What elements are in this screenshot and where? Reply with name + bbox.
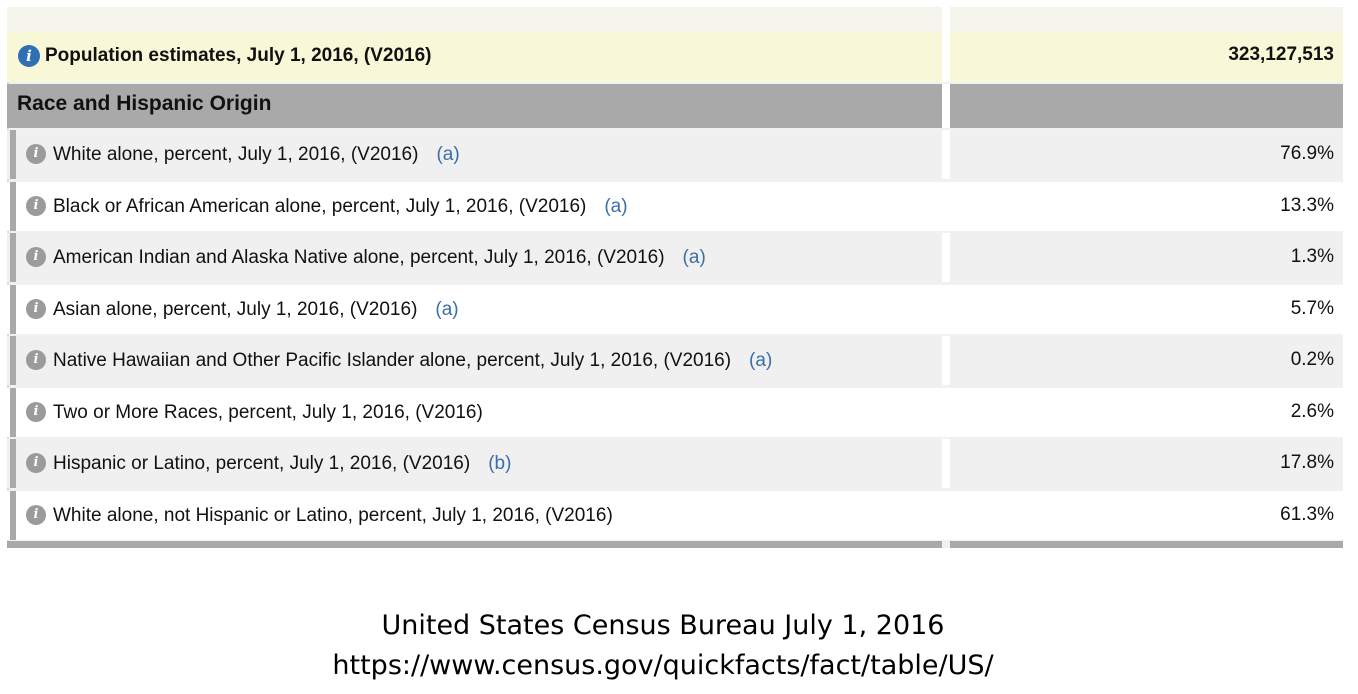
row-value: 76.9% xyxy=(1280,143,1334,164)
row-value: 5.7% xyxy=(1290,298,1334,319)
row-value: 2.6% xyxy=(1290,401,1334,422)
footnote-link[interactable]: (a) xyxy=(604,196,628,217)
row-label: White alone, percent, July 1, 2016, (V20… xyxy=(53,144,419,165)
table-row: i American Indian and Alaska Native alone… xyxy=(7,233,1343,282)
row-value: 61.3% xyxy=(1280,504,1334,525)
row-value: 0.2% xyxy=(1290,349,1334,370)
info-icon[interactable]: i xyxy=(26,350,46,370)
caption-source: United States Census Bureau July 1, 2016 xyxy=(381,610,945,641)
row-label: Two or More Races, percent, July 1, 2016… xyxy=(53,402,483,423)
row-label: White alone, not Hispanic or Latino, per… xyxy=(53,505,613,526)
table-row: i White alone, percent, July 1, 2016, (V2… xyxy=(7,130,1343,179)
row-value: 17.8% xyxy=(1280,452,1334,473)
population-value: 323,127,513 xyxy=(1228,44,1334,65)
info-icon[interactable]: i xyxy=(26,144,46,164)
table-row: i Asian alone, percent, July 1, 2016, (V2… xyxy=(7,285,1343,334)
footnote-link[interactable]: (a) xyxy=(435,299,459,320)
table-row: i Two or More Races, percent, July 1, 201… xyxy=(7,388,1343,437)
table-bottom-border xyxy=(7,541,942,548)
table-row: i White alone, not Hispanic or Latino, pe… xyxy=(7,491,1343,540)
row-value: 1.3% xyxy=(1290,246,1334,267)
population-value-cell: 323,127,513 xyxy=(950,32,1343,82)
footnote-link[interactable]: (a) xyxy=(436,144,460,165)
caption-url: https://www.census.gov/quickfacts/fact/t… xyxy=(332,650,994,681)
population-label-cell: i Population estimates, July 1, 2016, (V… xyxy=(7,32,942,82)
info-icon[interactable]: i xyxy=(26,299,46,319)
table-row: i Hispanic or Latino, percent, July 1, 20… xyxy=(7,439,1343,488)
row-label: Native Hawaiian and Other Pacific Island… xyxy=(53,350,732,371)
row-indent-bar xyxy=(10,491,16,540)
row-indent-bar xyxy=(10,233,16,282)
footnote-link[interactable]: (a) xyxy=(682,247,706,268)
footnote-link[interactable]: (a) xyxy=(749,350,773,371)
row-indent-bar xyxy=(10,130,16,179)
table-bottom-border xyxy=(950,541,1343,548)
row-label: American Indian and Alaska Native alone,… xyxy=(53,247,665,268)
info-icon[interactable]: i xyxy=(26,453,46,473)
footnote-link[interactable]: (b) xyxy=(488,453,512,474)
section-header: Race and Hispanic Origin xyxy=(7,84,1343,128)
row-indent-bar xyxy=(10,182,16,231)
row-label: Black or African American alone, percent… xyxy=(53,196,587,217)
info-icon[interactable]: i xyxy=(26,196,46,216)
row-label: Hispanic or Latino, percent, July 1, 201… xyxy=(53,453,471,474)
row-indent-bar xyxy=(10,439,16,488)
table-row: i Black or African American alone, percen… xyxy=(7,182,1343,231)
population-label: Population estimates, July 1, 2016, (V20… xyxy=(45,45,432,66)
info-icon[interactable]: i xyxy=(26,402,46,422)
table-top-row xyxy=(7,7,1343,32)
population-row: i Population estimates, July 1, 2016, (V… xyxy=(7,32,1343,82)
info-icon[interactable]: i xyxy=(26,505,46,525)
table-row: i Native Hawaiian and Other Pacific Islan… xyxy=(7,336,1343,385)
row-indent-bar xyxy=(10,336,16,385)
row-indent-bar xyxy=(10,285,16,334)
info-icon[interactable]: i xyxy=(26,247,46,267)
row-value: 13.3% xyxy=(1280,195,1334,216)
section-title: Race and Hispanic Origin xyxy=(17,92,272,115)
row-label: Asian alone, percent, July 1, 2016, (V20… xyxy=(53,299,418,320)
info-icon[interactable]: i xyxy=(18,45,40,67)
row-indent-bar xyxy=(10,388,16,437)
